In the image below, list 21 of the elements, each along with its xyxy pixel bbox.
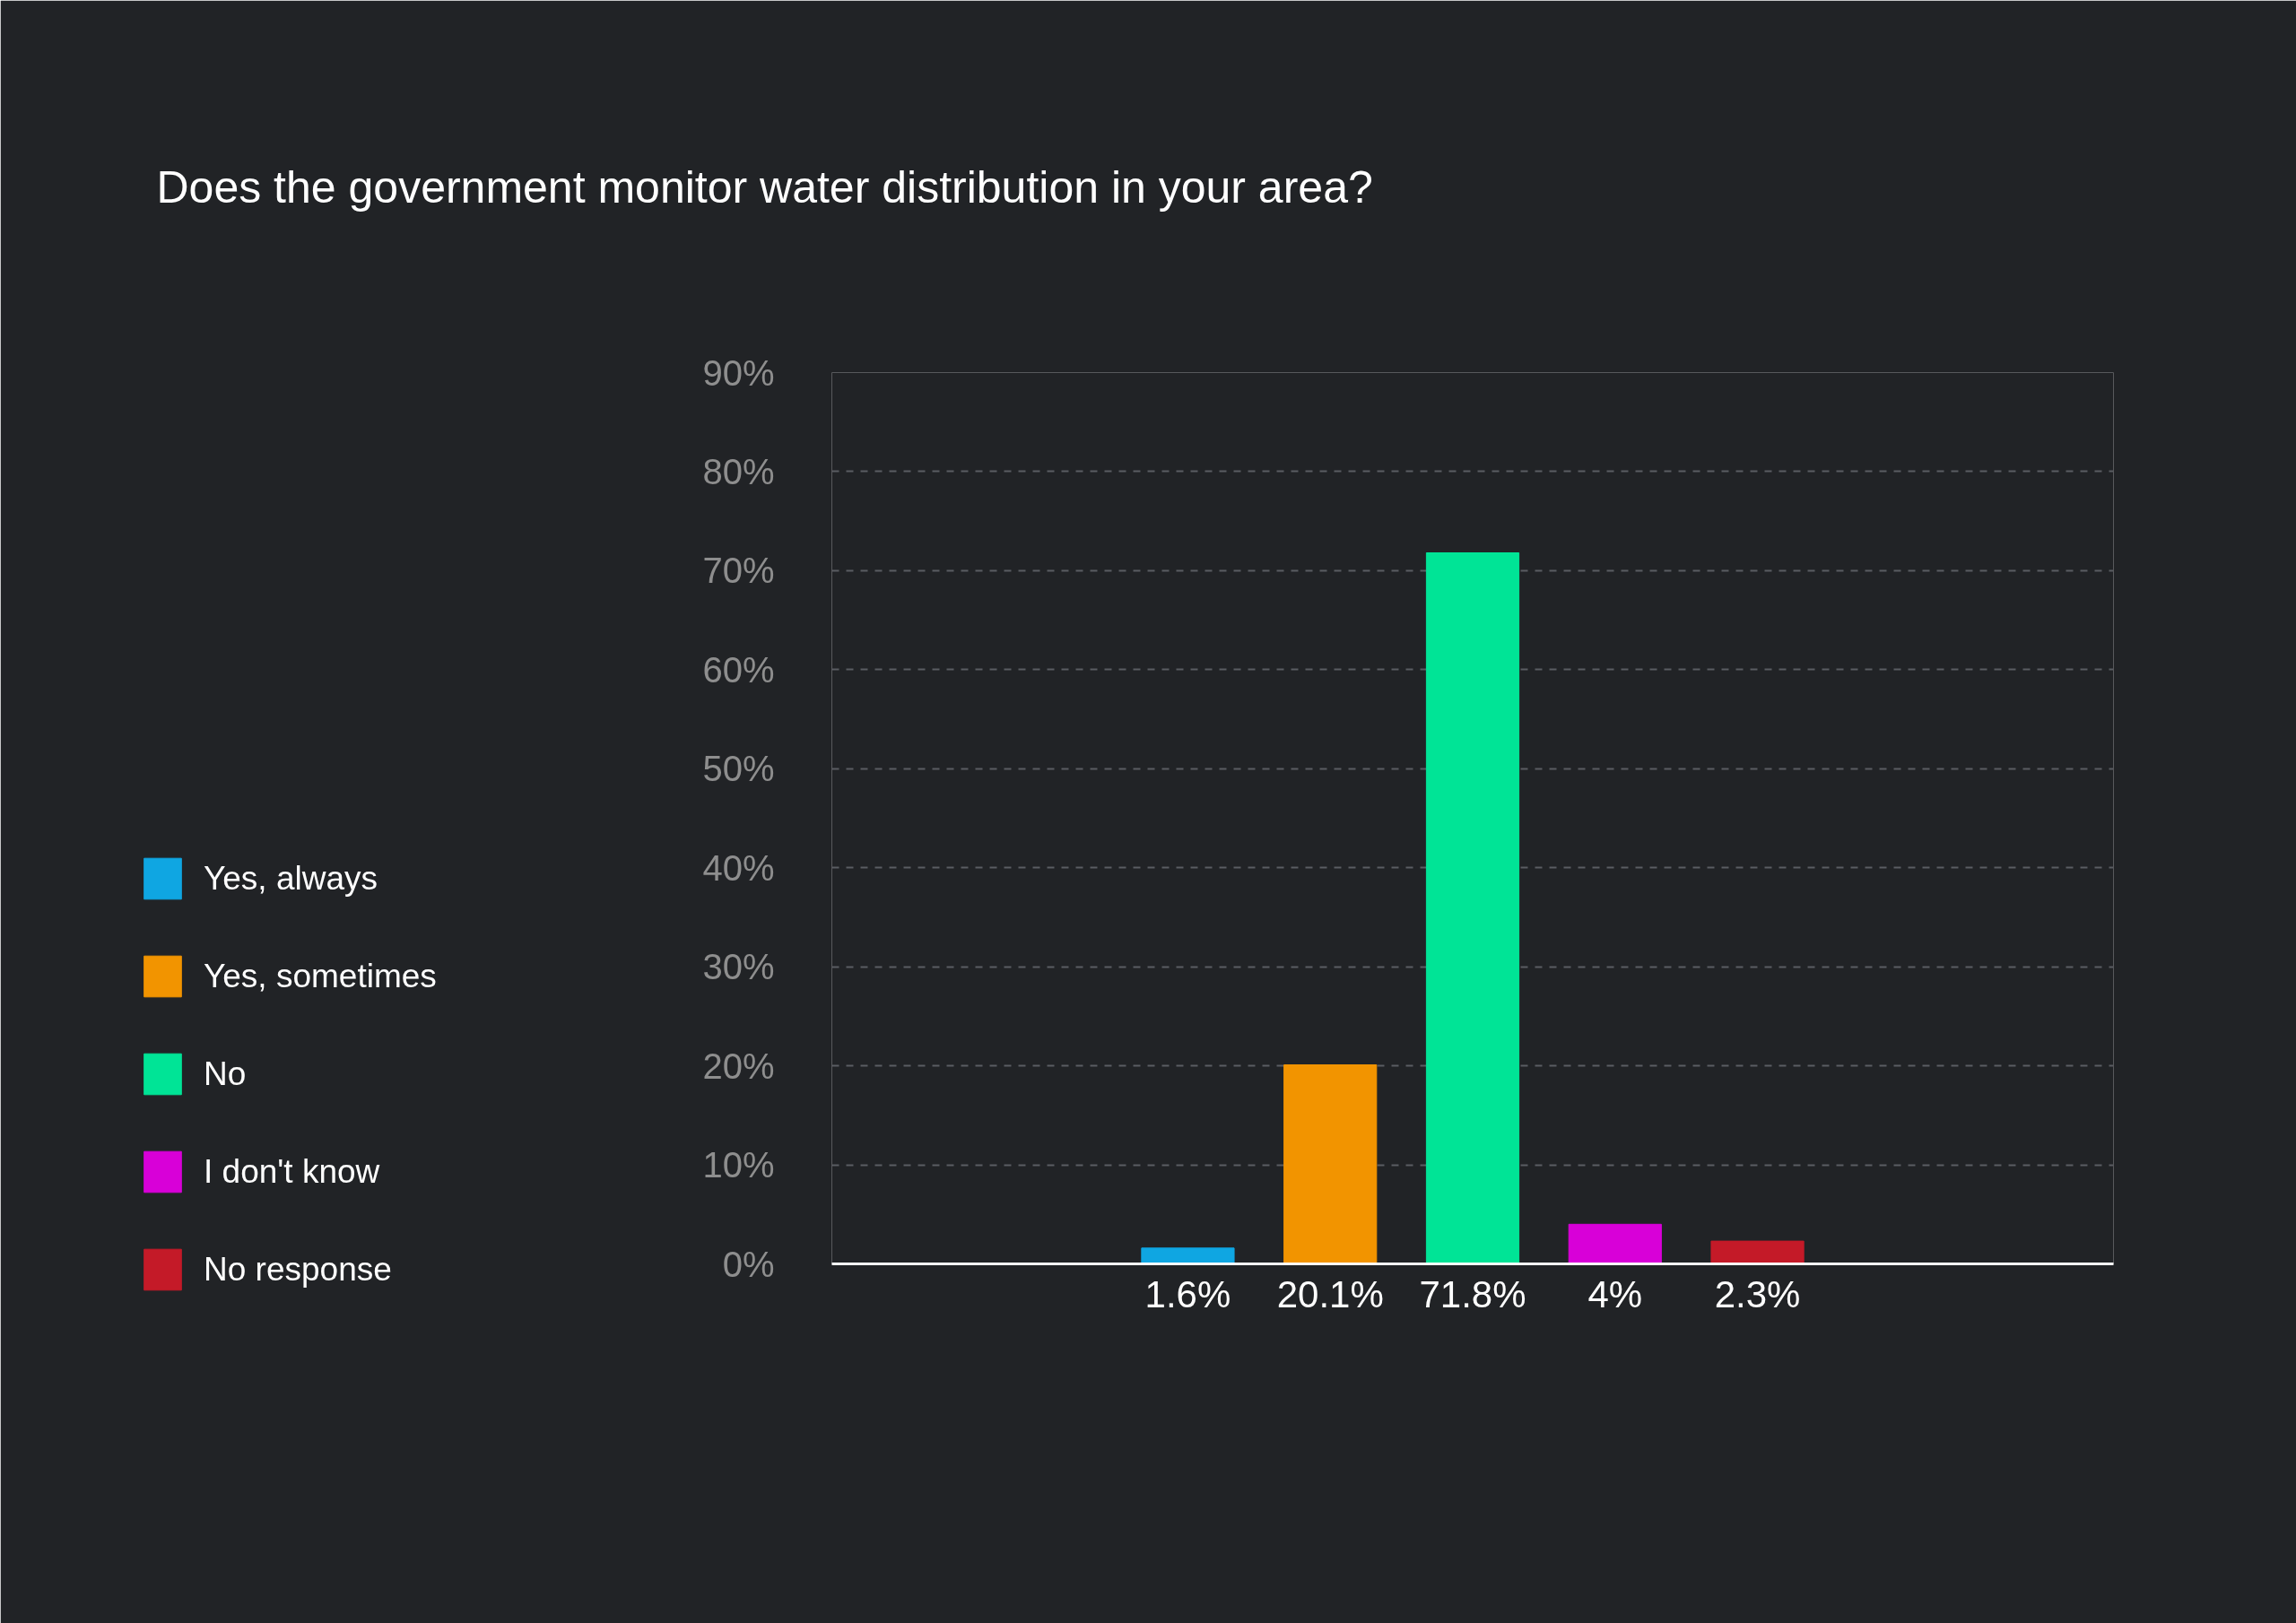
legend-label: Yes, always: [204, 859, 378, 898]
y-tick-label: 40%: [702, 847, 775, 888]
legend-label: I don't know: [204, 1152, 380, 1191]
y-tick-label: 30%: [702, 947, 775, 987]
data-label: 4%: [1587, 1272, 1643, 1315]
legend-label: Yes, sometimes: [204, 957, 437, 995]
y-tick-label: 80%: [702, 451, 775, 491]
y-tick-label: 0%: [722, 1244, 775, 1284]
y-tick-label: 60%: [702, 649, 775, 690]
legend-label: No response: [204, 1250, 392, 1289]
data-label: 20.1%: [1276, 1272, 1384, 1315]
legend-label: No: [204, 1055, 247, 1093]
data-label: 1.6%: [1144, 1272, 1231, 1315]
y-tick-label: 10%: [702, 1145, 775, 1185]
data-label: 2.3%: [1714, 1272, 1801, 1315]
data-label: 71.8%: [1419, 1272, 1526, 1315]
y-tick-label: 50%: [702, 749, 775, 789]
y-tick-label: 90%: [702, 352, 775, 393]
y-tick-label: 20%: [702, 1046, 775, 1086]
chart-title: Does the government monitor water distribution in your area?: [156, 162, 1373, 213]
y-tick-label: 70%: [702, 551, 775, 591]
